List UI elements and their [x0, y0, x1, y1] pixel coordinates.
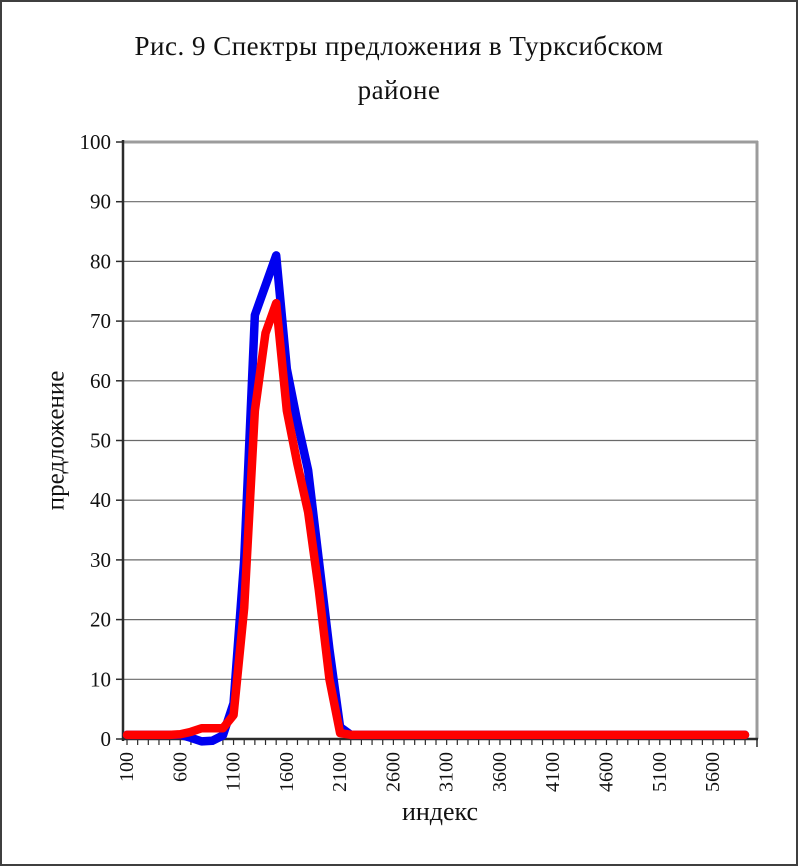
series-line-red	[122, 298, 750, 740]
y-tick-label: 100	[80, 130, 112, 154]
x-tick-label: 4600	[595, 752, 617, 792]
y-tick-label: 0	[101, 727, 112, 751]
y-tick-label: 60	[90, 369, 111, 393]
chart-title-line2: районе	[357, 75, 441, 105]
x-tick-label: 5100	[649, 752, 671, 792]
x-tick-label: 2600	[382, 752, 404, 792]
x-tick-label: 100	[116, 752, 138, 782]
chart-title-line1: Рис. 9 Спектры предложения в Турксибском	[134, 31, 664, 61]
y-tick-label: 70	[90, 309, 111, 333]
y-tick-label: 80	[90, 249, 111, 273]
x-tick-label: 3100	[436, 752, 458, 792]
x-tick-label: 4100	[542, 752, 564, 792]
y-tick-label: 90	[90, 190, 111, 214]
y-axis-title: предложение	[43, 371, 70, 511]
x-axis-title: индекс	[402, 797, 478, 826]
y-tick-label: 40	[90, 488, 111, 512]
chart-title: Рис. 9 Спектры предложения в Турксибском…	[2, 24, 796, 112]
y-tick-label: 20	[90, 608, 111, 632]
x-tick-label: 5600	[702, 752, 724, 792]
y-tick-label: 50	[90, 429, 111, 453]
x-tick-label: 1600	[276, 752, 298, 792]
x-tick-label: 3600	[489, 752, 511, 792]
x-tick-label: 600	[169, 752, 191, 782]
series-line-blue	[122, 251, 750, 746]
x-tick-label: 1100	[223, 752, 245, 791]
y-tick-label: 10	[90, 667, 111, 691]
x-tick-label: 2100	[329, 752, 351, 792]
y-tick-label: 30	[90, 548, 111, 572]
